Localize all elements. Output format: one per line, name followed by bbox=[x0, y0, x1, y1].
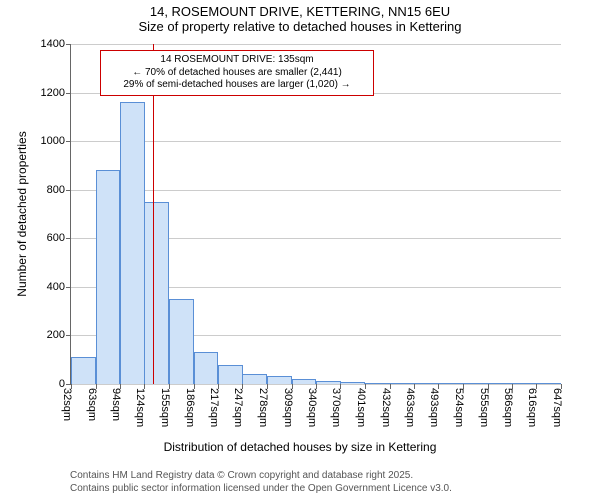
x-tick-label: 124sqm bbox=[134, 388, 146, 427]
x-tick-label: 217sqm bbox=[208, 388, 220, 427]
histogram-bar bbox=[390, 383, 415, 384]
x-tick-label: 401sqm bbox=[355, 388, 367, 427]
x-tick-label: 155sqm bbox=[159, 388, 171, 427]
x-tick-label: 32sqm bbox=[61, 388, 73, 421]
attribution-line-2: Contains public sector information licen… bbox=[70, 483, 452, 496]
y-tick-label: 400 bbox=[47, 281, 71, 293]
y-tick-label: 200 bbox=[47, 329, 71, 341]
x-tick-label: 278sqm bbox=[257, 388, 269, 427]
x-tick-label: 524sqm bbox=[453, 388, 465, 427]
histogram-bar bbox=[120, 102, 145, 384]
y-tick-label: 1400 bbox=[41, 38, 71, 50]
x-tick-label: 186sqm bbox=[184, 388, 196, 427]
x-tick-label: 247sqm bbox=[232, 388, 244, 427]
x-tick-label: 370sqm bbox=[330, 388, 342, 427]
histogram-bar bbox=[463, 383, 488, 384]
x-tick-label: 309sqm bbox=[282, 388, 294, 427]
grid-line bbox=[71, 44, 561, 45]
y-tick-label: 600 bbox=[47, 232, 71, 244]
histogram-bar bbox=[512, 383, 537, 384]
x-tick-label: 616sqm bbox=[526, 388, 538, 427]
histogram-bar bbox=[218, 365, 243, 384]
x-tick-label: 493sqm bbox=[428, 388, 440, 427]
histogram-bar bbox=[292, 379, 317, 384]
y-tick-label: 800 bbox=[47, 184, 71, 196]
histogram-bar bbox=[488, 383, 513, 384]
annotation-box: 14 ROSEMOUNT DRIVE: 135sqm← 70% of detac… bbox=[100, 50, 374, 96]
histogram-bar bbox=[71, 357, 96, 384]
histogram-bar bbox=[194, 352, 219, 384]
annotation-line-1: 14 ROSEMOUNT DRIVE: 135sqm bbox=[107, 54, 367, 67]
x-tick-label: 432sqm bbox=[380, 388, 392, 427]
chart-title: 14, ROSEMOUNT DRIVE, KETTERING, NN15 6EU… bbox=[0, 4, 600, 34]
histogram-bar bbox=[340, 382, 365, 384]
histogram-bar bbox=[169, 299, 194, 384]
histogram-bar bbox=[96, 170, 121, 384]
annotation-line-2: ← 70% of detached houses are smaller (2,… bbox=[107, 67, 367, 80]
x-tick-label: 647sqm bbox=[551, 388, 563, 427]
x-tick-label: 94sqm bbox=[110, 388, 122, 421]
histogram-bar bbox=[414, 383, 439, 384]
histogram-bar bbox=[242, 374, 267, 384]
annotation-line-3: 29% of semi-detached houses are larger (… bbox=[107, 79, 367, 92]
x-tick-label: 586sqm bbox=[502, 388, 514, 427]
title-line-2: Size of property relative to detached ho… bbox=[0, 19, 600, 34]
histogram-bar bbox=[438, 383, 463, 384]
y-tick-label: 1000 bbox=[41, 135, 71, 147]
attribution-text: Contains HM Land Registry data © Crown c… bbox=[70, 470, 452, 495]
histogram-bar bbox=[365, 383, 390, 384]
title-line-1: 14, ROSEMOUNT DRIVE, KETTERING, NN15 6EU bbox=[0, 4, 600, 19]
histogram-bar bbox=[536, 383, 561, 384]
x-tick-label: 340sqm bbox=[306, 388, 318, 427]
attribution-line-1: Contains HM Land Registry data © Crown c… bbox=[70, 470, 452, 483]
histogram-bar bbox=[144, 202, 169, 384]
histogram-bar bbox=[316, 381, 341, 384]
histogram-bar bbox=[267, 376, 292, 385]
x-axis-label: Distribution of detached houses by size … bbox=[0, 440, 600, 454]
y-tick-label: 1200 bbox=[41, 87, 71, 99]
x-tick-label: 63sqm bbox=[86, 388, 98, 421]
y-axis-label: Number of detached properties bbox=[15, 131, 29, 296]
x-tick-label: 555sqm bbox=[478, 388, 490, 427]
x-tick-label: 463sqm bbox=[404, 388, 416, 427]
